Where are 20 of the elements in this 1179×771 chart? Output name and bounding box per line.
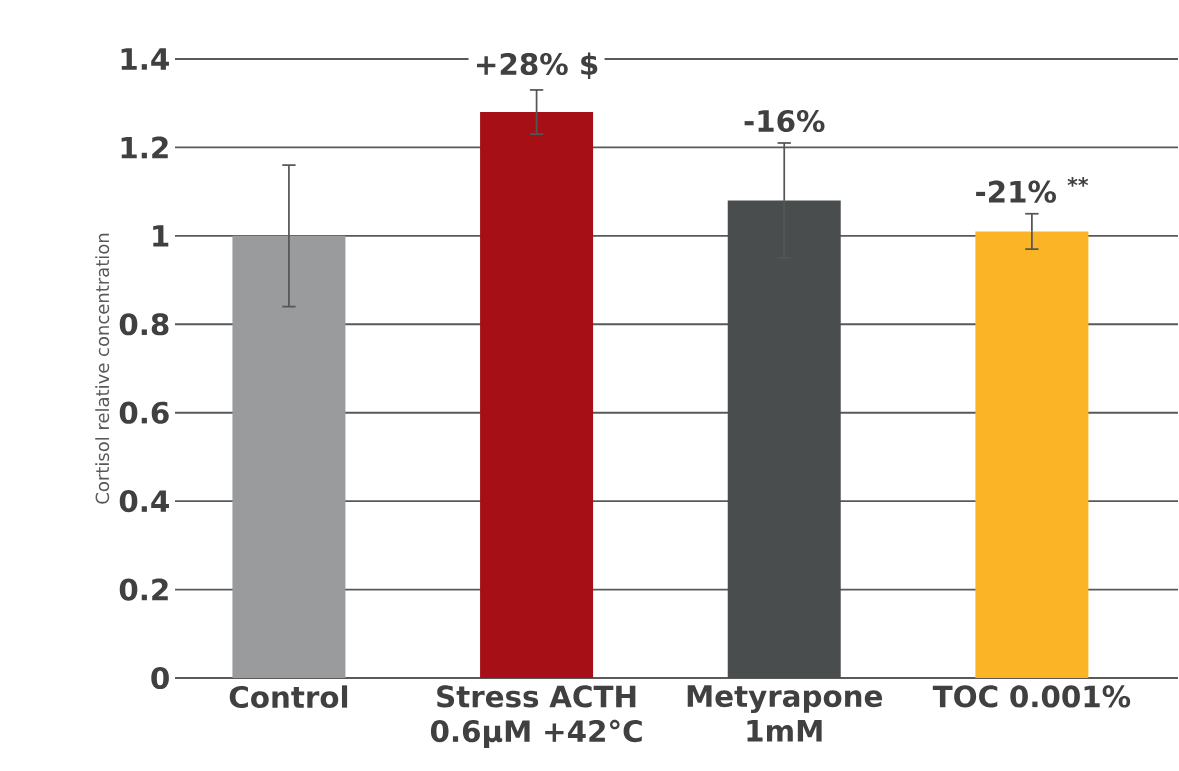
y-axis-title: Cortisol relative concentration [95,233,110,504]
y-tick-label: 1.2 [121,136,168,159]
y-tick-label: 1.4 [121,48,169,70]
y-tick-label: 0.4 [119,490,169,513]
annotation: -21% $^{**}$ [976,177,1089,203]
y-tick-label: 1 [153,225,169,247]
annotation: -16% [744,109,825,133]
y-tick-label: 0.8 [119,313,169,336]
bar [975,231,1089,678]
annotation: +28% $ [476,52,598,79]
x-tick-label: Stress ACTH 0.6µM +42°C [430,685,642,748]
bar [232,235,346,678]
bar [727,200,841,678]
y-tick-label: 0.2 [119,578,168,601]
y-tick-label: 0 [151,666,169,690]
y-tick-label: 0.6 [119,401,169,424]
x-tick-label: Control [229,685,348,709]
x-tick-label: TOC 0.001% [932,685,1131,708]
bar [480,112,594,678]
x-tick-label: Metyrapone 1mM [687,685,883,742]
